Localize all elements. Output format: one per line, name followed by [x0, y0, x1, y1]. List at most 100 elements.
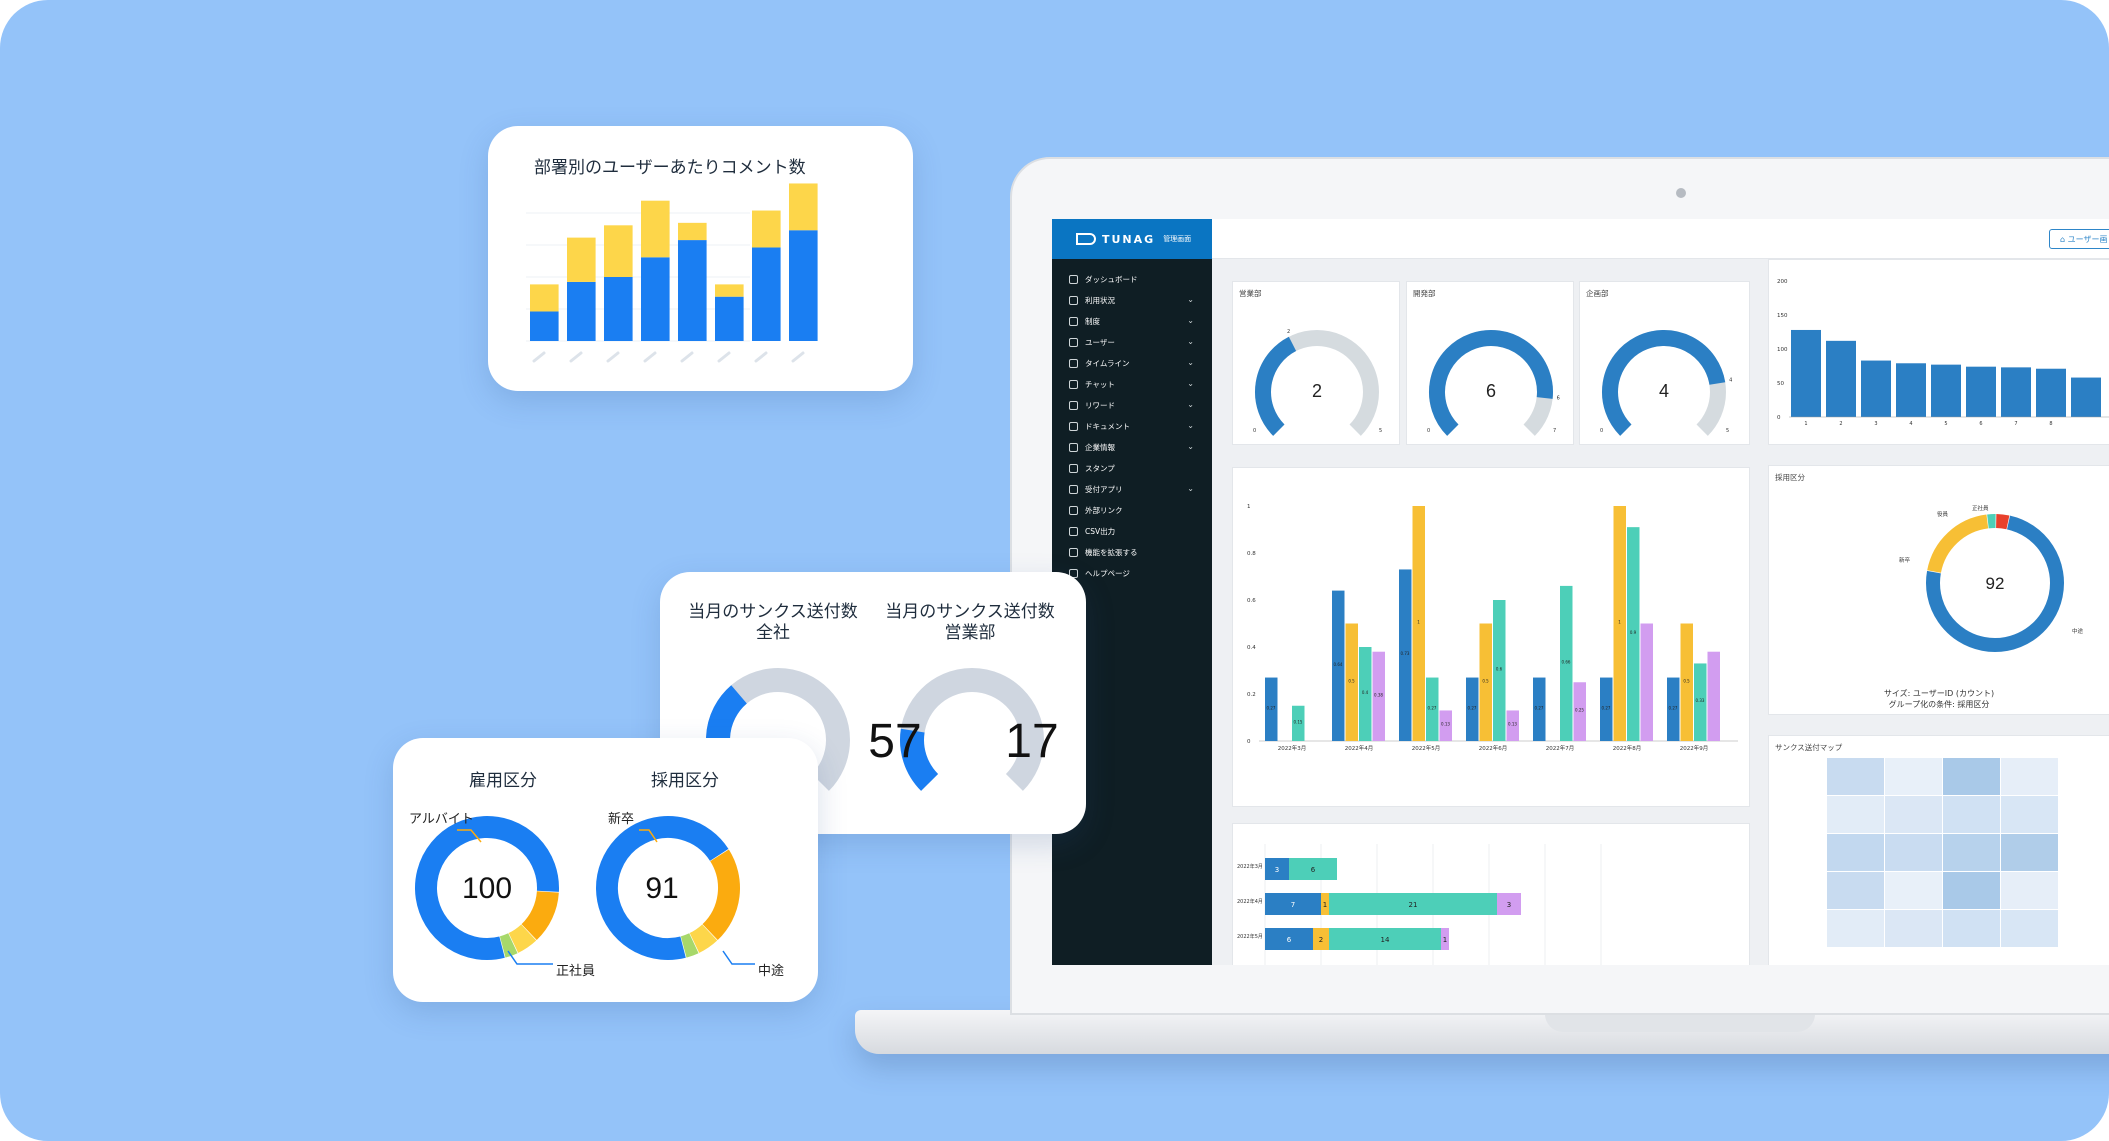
- sidebar-item-9[interactable]: スタンプ: [1052, 458, 1212, 479]
- tick-label-placeholder: [532, 351, 546, 363]
- hbar-segment: [1321, 893, 1329, 915]
- donut-slice-left: [415, 816, 559, 960]
- leader-line: [507, 950, 553, 965]
- donut-label: 新卒: [1899, 556, 1911, 564]
- employment-right-title: 採用区分: [651, 771, 719, 791]
- sidebar-item-label: 受付アプリ: [1085, 485, 1123, 494]
- grouped-bar: [1640, 623, 1653, 741]
- thanks-left-subtitle: 全社: [756, 623, 790, 643]
- bar-data-label: 0.73: [1401, 651, 1410, 656]
- gauge-fill: [1255, 336, 1297, 436]
- sidebar-item-4[interactable]: タイムライン ⌄: [1052, 353, 1212, 374]
- bar-data-label: 1: [1417, 620, 1420, 625]
- sidebar-item-1[interactable]: 利用状況 ⌄: [1052, 290, 1212, 311]
- y-tick-label: 150: [1777, 313, 1788, 319]
- gauge-panel-planning: 企画部 4 0 5 4: [1579, 281, 1750, 445]
- smile-icon: [1069, 464, 1078, 473]
- sidebar-item-label: CSV出力: [1085, 527, 1116, 536]
- grouped-bar-panel: 1 0.8 0.6 0.4 0.2 0 0.27 0.15 2022年3月 0.64 0.5 0.4 0…: [1232, 467, 1750, 807]
- sidebar-item-12[interactable]: CSV出力: [1052, 521, 1212, 542]
- x-tick-label: 2: [1839, 421, 1842, 427]
- logo[interactable]: TUNAG 管理画面: [1052, 219, 1212, 259]
- user-screen-button[interactable]: ⌂ ユーザー画: [2049, 229, 2109, 249]
- grouped-bar: [1560, 585, 1573, 741]
- y-tick-label: 0.2: [1247, 692, 1256, 698]
- grouped-bar: [1426, 677, 1439, 741]
- donut-slice-right: [702, 849, 740, 941]
- thanks-left-title-line: 当月のサンクス送付数: [688, 602, 858, 622]
- employment-right-label-bottom: 中途: [758, 964, 785, 979]
- gauge-min: 0: [1427, 428, 1430, 434]
- sidebar-item-11[interactable]: 外部リンク: [1052, 500, 1212, 521]
- hbar-data-label: 3: [1507, 901, 1511, 909]
- gauge-value: 2: [1312, 381, 1322, 401]
- employment-left-title: 雇用区分: [469, 771, 537, 791]
- sidebar-item-10[interactable]: 受付アプリ ⌄: [1052, 479, 1212, 500]
- y-tick-label: 100: [1777, 347, 1788, 353]
- donut-slice-right: [596, 816, 729, 960]
- gauge-chart: 6 0 7 6: [1427, 330, 1560, 436]
- donut-slice-left: [508, 924, 537, 953]
- sidebar-item-3[interactable]: ユーザー ⌄: [1052, 332, 1212, 353]
- bar-data-label: 0.6: [1496, 667, 1503, 672]
- chevron-down-icon: ⌄: [1187, 358, 1194, 367]
- bar-data-label: 1: [1618, 620, 1621, 625]
- bar-segment-yellow: [604, 225, 633, 277]
- donut-label: 役員: [1937, 510, 1949, 518]
- grouped-bar: [1265, 677, 1278, 741]
- bar-segment-yellow: [567, 237, 596, 282]
- x-tick-label: 2022年4月: [1345, 744, 1374, 752]
- donut-slice-left: [521, 890, 559, 941]
- hbar-segment: [1265, 928, 1313, 950]
- sidebar-item-label: 機能を拡張する: [1085, 548, 1138, 557]
- hire-donut-panel: 採用区分 92 正社員 役員 新卒 中途 サイズ: ユーザーID (カウント) グループ…: [1768, 465, 2109, 715]
- x-tick-label: 4: [1909, 421, 1912, 427]
- hbar-data-label: 6: [1311, 866, 1316, 874]
- sidebar-item-2[interactable]: 制度 ⌄: [1052, 311, 1212, 332]
- gauge-min: 0: [1600, 428, 1603, 434]
- hbar-data-label: 14: [1381, 936, 1390, 944]
- tick-label-placeholder: [643, 351, 657, 363]
- bar-data-label: 0.27: [1267, 705, 1276, 710]
- sidebar-item-label: 利用状況: [1085, 296, 1115, 305]
- sidebar-item-7[interactable]: ドキュメント ⌄: [1052, 416, 1212, 437]
- employment-card: 雇用区分 採用区分 100 91 アルバイト 正社員 新卒 中途: [393, 738, 818, 1002]
- sidebar-item-label: スタンプ: [1085, 464, 1115, 473]
- heatmap-cell: [1943, 758, 2000, 795]
- employment-left-value: 100: [461, 872, 513, 905]
- bar-segment-yellow: [678, 222, 707, 241]
- bar-data-label: 0.25: [1575, 708, 1584, 713]
- grouped-bar-chart: 1 0.8 0.6 0.4 0.2 0 0.27 0.15 2022年3月 0.64 0.5 0.4 0…: [1247, 504, 1738, 752]
- sidebar-item-6[interactable]: リワード ⌄: [1052, 395, 1212, 416]
- gauge-panel-dev: 開発部 6 0 7 6: [1406, 281, 1574, 445]
- sidebar-item-8[interactable]: 企業情報 ⌄: [1052, 437, 1212, 458]
- y-tick-label: 2022年5月: [1237, 933, 1263, 940]
- tick-label-placeholder: [717, 351, 731, 363]
- hbar-data-label: 1: [1323, 901, 1327, 909]
- bar-data-label: 0.27: [1468, 705, 1477, 710]
- chat-icon: [1069, 380, 1078, 389]
- sidebar-item-5[interactable]: チャット ⌄: [1052, 374, 1212, 395]
- chevron-down-icon: ⌄: [1187, 442, 1194, 451]
- x-tick-label: 1: [1804, 421, 1807, 427]
- thanks-left-value: 57: [868, 715, 922, 768]
- y-tick-label: 0: [1247, 739, 1251, 745]
- sidebar-item-label: タイムライン: [1085, 359, 1130, 368]
- sidebar-item-0[interactable]: ダッシュボード: [1052, 269, 1212, 290]
- comment-card-title: 部署別のユーザーあたりコメント数: [534, 158, 806, 178]
- gauge-value: 4: [1659, 381, 1669, 401]
- hbar-segment: [1329, 893, 1497, 915]
- bar: [2036, 368, 2066, 417]
- book-icon: [1069, 317, 1078, 326]
- employment-left-label-top: アルバイト: [409, 812, 474, 827]
- bar-data-label: 0.27: [1602, 705, 1611, 710]
- grouped-bar: [1707, 651, 1720, 741]
- gauge-marker: 4: [1729, 378, 1732, 384]
- logo-subtitle: 管理画面: [1163, 235, 1192, 243]
- sidebar-item-13[interactable]: 機能を拡張する: [1052, 542, 1212, 563]
- hbar-segment: [1265, 893, 1321, 915]
- gauge-fill: [1429, 330, 1553, 436]
- tick-label-placeholder: [680, 351, 694, 363]
- sidebar-item-label: ユーザー: [1085, 338, 1115, 347]
